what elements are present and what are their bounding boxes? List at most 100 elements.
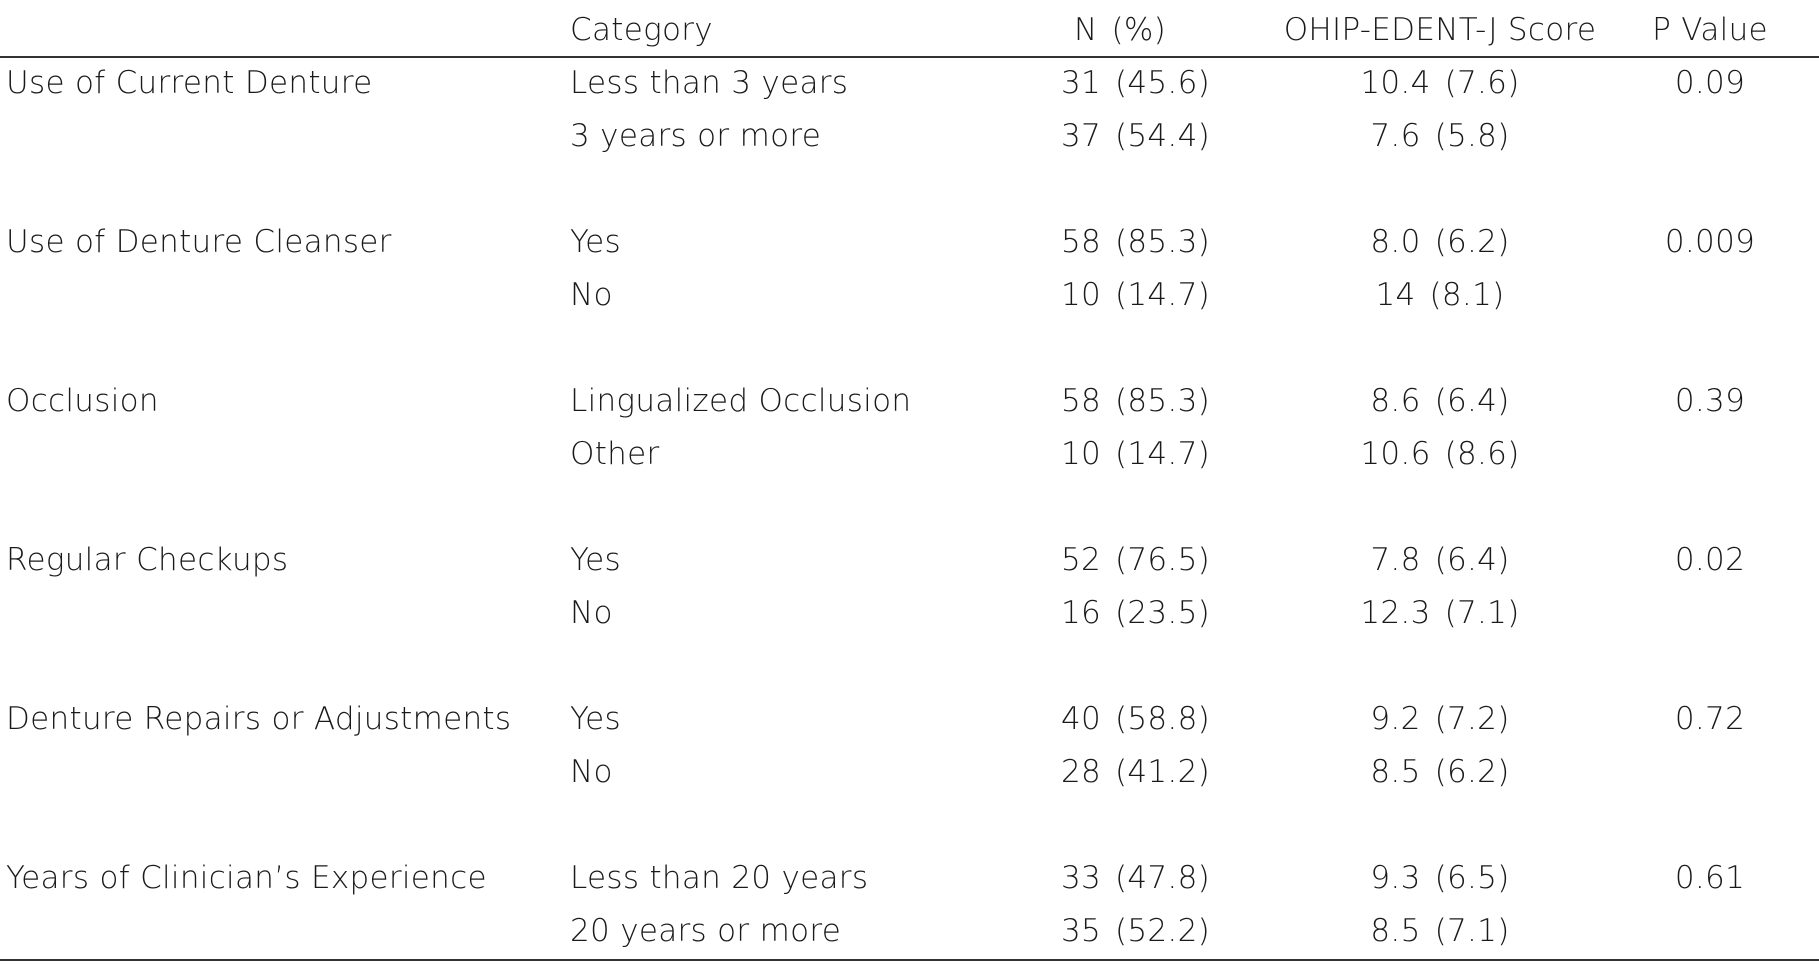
n-value: 28	[1060, 754, 1101, 790]
score-mean: 7.8	[1370, 542, 1421, 578]
table-group: Denture Repairs or Adjustments Yes 40 (58.8…	[0, 693, 1819, 799]
percent-value: (45.6)	[1114, 65, 1210, 101]
category-cell: Yes	[570, 542, 621, 578]
percent-value: (23.5)	[1114, 595, 1210, 631]
table-row: Years of Clinician’s Experience Less than…	[0, 852, 1819, 905]
percent-value: (47.8)	[1114, 860, 1210, 896]
score-cell: 7.8 (6.4)	[1270, 534, 1610, 587]
table-row: Other 10 (14.7) 10.6 (8.6)	[0, 428, 1819, 481]
percent-value: (14.7)	[1114, 277, 1210, 313]
score-mean: 14	[1375, 277, 1416, 313]
score-mean: 9.3	[1370, 860, 1421, 896]
p-value-cell: 0.02	[1674, 542, 1746, 578]
n-value: 37	[1060, 118, 1101, 154]
table-group: Use of Current Denture Less than 3 years 3…	[0, 57, 1819, 163]
score-cell: 8.0 (6.2)	[1270, 216, 1610, 269]
n-percent-cell: 16 (23.5)	[1010, 587, 1210, 640]
category-cell: Less than 3 years	[570, 65, 849, 101]
table-row: No 10 (14.7) 14 (8.1)	[0, 269, 1819, 322]
group-spacer	[0, 322, 1819, 375]
score-sd: (7.2)	[1434, 701, 1510, 737]
group-spacer	[0, 163, 1819, 216]
score-sd: (8.6)	[1444, 436, 1520, 472]
score-mean: 8.6	[1370, 383, 1421, 419]
n-value: 52	[1060, 542, 1101, 578]
table-group: Regular Checkups Yes 52 (76.5) 7.8 (6.4) 0.02 N…	[0, 534, 1819, 640]
category-cell: 20 years or more	[570, 913, 842, 949]
score-sd: (7.1)	[1434, 913, 1510, 949]
n-value: 10	[1060, 436, 1101, 472]
group-spacer	[0, 640, 1819, 693]
score-cell: 7.6 (5.8)	[1270, 110, 1610, 163]
score-sd: (7.1)	[1444, 595, 1520, 631]
category-cell: No	[570, 277, 613, 313]
category-cell: Lingualized Occlusion	[570, 383, 912, 419]
variable-label: Years of Clinician’s Experience	[6, 860, 487, 896]
variable-label: Use of Denture Cleanser	[6, 224, 392, 260]
category-cell: No	[570, 754, 613, 790]
percent-value: (14.7)	[1114, 436, 1210, 472]
p-value-cell: 0.61	[1674, 860, 1746, 896]
percent-value: (85.3)	[1114, 383, 1210, 419]
percent-value: (52.2)	[1114, 913, 1210, 949]
bottom-rule	[0, 959, 1819, 961]
table-row: Denture Repairs or Adjustments Yes 40 (58.8…	[0, 693, 1819, 746]
group-spacer	[0, 799, 1819, 852]
n-percent-cell: 52 (76.5)	[1010, 534, 1210, 587]
table-group: Use of Denture Cleanser Yes 58 (85.3) 8.0 (6.…	[0, 216, 1819, 322]
n-percent-cell: 35 (52.2)	[1010, 905, 1210, 958]
percent-value: (58.8)	[1114, 701, 1210, 737]
group-spacer	[0, 481, 1819, 534]
n-value: 31	[1060, 65, 1101, 101]
score-cell: 10.6 (8.6)	[1270, 428, 1610, 481]
p-value-cell: 0.09	[1674, 65, 1746, 101]
p-value-cell: 0.009	[1664, 224, 1756, 260]
p-value-cell: 0.72	[1674, 701, 1746, 737]
header-category: Category	[570, 12, 713, 48]
table-group: Years of Clinician’s Experience Less than…	[0, 852, 1819, 958]
score-mean: 8.5	[1370, 913, 1421, 949]
p-value-cell: 0.39	[1674, 383, 1746, 419]
score-mean: 7.6	[1370, 118, 1421, 154]
variable-label: Use of Current Denture	[6, 65, 373, 101]
table-row: Use of Denture Cleanser Yes 58 (85.3) 8.0 (6.…	[0, 216, 1819, 269]
score-cell: 12.3 (7.1)	[1270, 587, 1610, 640]
table-header-row: Category N (%) OHIP-EDENT-J Score P Value	[0, 0, 1819, 57]
header-score: OHIP-EDENT-J Score	[1283, 12, 1597, 48]
score-sd: (6.2)	[1434, 224, 1510, 260]
score-cell: 14 (8.1)	[1270, 269, 1610, 322]
header-rule	[0, 56, 1819, 58]
table-body: Use of Current Denture Less than 3 years 3…	[0, 57, 1819, 958]
score-mean: 10.4	[1360, 65, 1431, 101]
score-sd: (6.5)	[1434, 860, 1510, 896]
variable-label: Denture Repairs or Adjustments	[6, 701, 512, 737]
percent-value: (54.4)	[1114, 118, 1210, 154]
n-value: 40	[1060, 701, 1101, 737]
n-value: 10	[1060, 277, 1101, 313]
n-percent-cell: 10 (14.7)	[1010, 269, 1210, 322]
n-value: 58	[1060, 383, 1101, 419]
table-row: Use of Current Denture Less than 3 years 3…	[0, 57, 1819, 110]
category-cell: Yes	[570, 701, 621, 737]
score-sd: (8.1)	[1429, 277, 1505, 313]
category-cell: No	[570, 595, 613, 631]
category-cell: Yes	[570, 224, 621, 260]
n-value: 58	[1060, 224, 1101, 260]
score-cell: 8.5 (6.2)	[1270, 746, 1610, 799]
n-percent-cell: 37 (54.4)	[1010, 110, 1210, 163]
score-sd: (7.6)	[1444, 65, 1520, 101]
category-cell: Less than 20 years	[570, 860, 869, 896]
header-p-value: P Value	[1652, 12, 1768, 48]
header-n: N	[1073, 12, 1098, 48]
n-percent-cell: 28 (41.2)	[1010, 746, 1210, 799]
score-cell: 8.6 (6.4)	[1270, 375, 1610, 428]
table-row: Occlusion Lingualized Occlusion 58 (85.3) 8.…	[0, 375, 1819, 428]
percent-value: (76.5)	[1114, 542, 1210, 578]
variable-label: Regular Checkups	[6, 542, 289, 578]
score-mean: 8.5	[1370, 754, 1421, 790]
score-cell: 10.4 (7.6)	[1270, 57, 1610, 110]
header-n-percent: N (%)	[1010, 0, 1230, 57]
table-group: Occlusion Lingualized Occlusion 58 (85.3) 8.…	[0, 375, 1819, 481]
category-cell: Other	[570, 436, 660, 472]
